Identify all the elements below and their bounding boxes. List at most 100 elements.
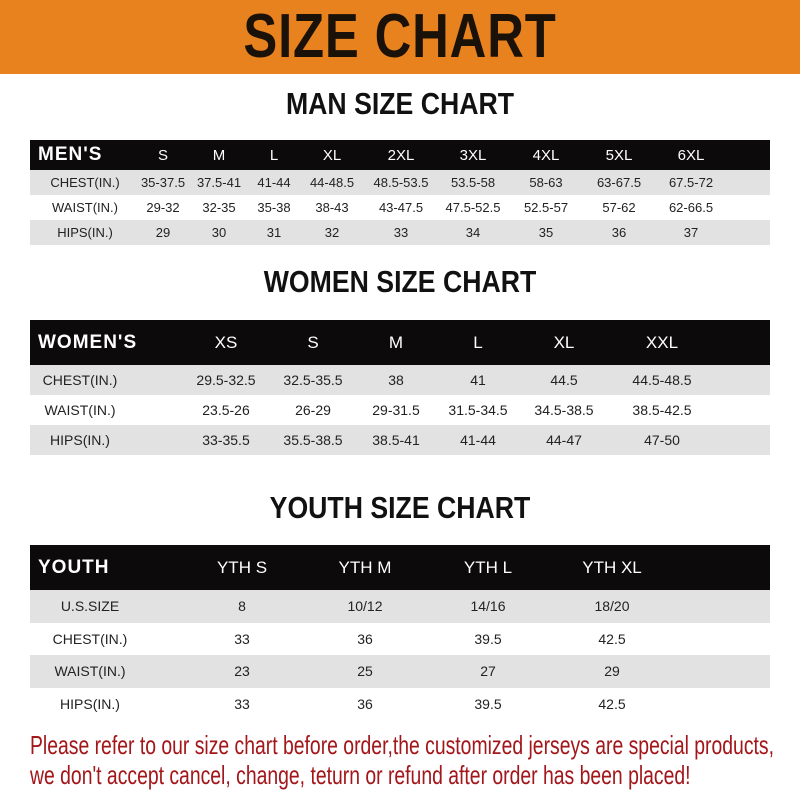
measurement-cell: 38.5-41 — [372, 432, 420, 448]
measurement-cell: 34 — [465, 225, 481, 240]
measurement-cell: 44.5 — [550, 372, 578, 388]
measurement-cell: 44-47 — [546, 432, 582, 448]
measurement-cell: 29.5-32.5 — [196, 372, 256, 388]
measurement-cell: 29-31.5 — [372, 402, 420, 418]
measurement-cell: 31.5-34.5 — [448, 402, 508, 418]
table-row: WAIST(IN.) 23.5-26 26-29 29-31.5 31.5-34.5 34… — [30, 395, 770, 425]
measurement-cell: 14/16 — [470, 598, 506, 615]
size-header-cell: 5XL — [605, 146, 633, 164]
notice-line-2: we don't accept cancel, change, teturn o… — [30, 760, 691, 790]
youth-size-table: YOUTH YTH S YTH M YTH L YTH XL U.S.SIZE 8 10/12… — [30, 545, 770, 720]
men-section-title: MAN SIZE CHART — [285, 86, 515, 121]
table-row: CHEST(IN.) 29.5-32.5 32.5-35.5 38 41 44.5 44.5… — [30, 365, 770, 395]
row-label: WAIST(IN.) — [52, 200, 118, 215]
measurement-cell: 33-35.5 — [202, 432, 250, 448]
measurement-cell: 34.5-38.5 — [534, 402, 594, 418]
size-chart-banner: SIZE CHART — [0, 0, 800, 74]
youth-section-title: YOUTH SIZE CHART — [269, 490, 531, 525]
table-header-row: WOMEN'S XS S M L XL XXL — [30, 320, 770, 365]
men-size-table: MEN'S S M L XL 2XL 3XL 4XL 5XL 6XL CHEST(IN.) 35-37… — [30, 140, 770, 245]
row-label: HIPS(IN.) — [60, 695, 120, 712]
size-header-cell: M — [212, 146, 226, 164]
measurement-cell: 52.5-57 — [523, 200, 569, 215]
measurement-cell: 39.5 — [474, 695, 502, 712]
size-header-cell: XS — [214, 332, 238, 352]
size-header-cell: L — [473, 332, 483, 352]
size-header-cell: 4XL — [532, 146, 560, 164]
table-title-cell: YOUTH — [38, 556, 110, 578]
measurement-cell: 36 — [357, 695, 373, 712]
table-row: HIPS(IN.) 29 30 31 32 33 34 35 36 37 — [30, 220, 770, 245]
size-header-cell: S — [307, 332, 319, 352]
measurement-cell: 23.5-26 — [202, 402, 250, 418]
size-header-cell: YTH XL — [582, 557, 642, 577]
page-title: SIZE CHART — [243, 2, 557, 71]
size-header-cell: XXL — [645, 332, 679, 352]
measurement-cell: 57-62 — [602, 200, 636, 215]
measurement-cell: 29-32 — [146, 200, 180, 215]
women-size-table: WOMEN'S XS S M L XL XXL CHEST(IN.) 29.5-32.5 32.5… — [30, 320, 770, 455]
table-title-cell: WOMEN'S — [38, 331, 138, 353]
measurement-cell: 48.5-53.5 — [373, 175, 429, 190]
size-header-cell: XL — [322, 146, 342, 164]
table-row: U.S.SIZE 8 10/12 14/16 18/20 — [30, 590, 770, 623]
measurement-cell: 32 — [324, 225, 340, 240]
table-title-cell: MEN'S — [38, 144, 103, 165]
size-header-cell: XL — [553, 332, 575, 352]
measurement-cell: 38.5-42.5 — [632, 402, 692, 418]
measurement-cell: 63-67.5 — [596, 175, 642, 190]
measurement-cell: 8 — [238, 598, 246, 615]
measurement-cell: 36 — [611, 225, 627, 240]
measurement-cell: 35-38 — [257, 200, 291, 215]
measurement-cell: 41 — [470, 372, 486, 388]
table-row: HIPS(IN.) 33 36 39.5 42.5 — [30, 687, 770, 720]
measurement-cell: 35-37.5 — [140, 175, 186, 190]
measurement-cell: 62-66.5 — [668, 200, 714, 215]
table-row: CHEST(IN.) 33 36 39.5 42.5 — [30, 622, 770, 655]
row-label: HIPS(IN.) — [57, 225, 113, 240]
measurement-cell: 32.5-35.5 — [283, 372, 343, 388]
measurement-cell: 33 — [234, 630, 250, 647]
measurement-cell: 33 — [234, 695, 250, 712]
measurement-cell: 18/20 — [594, 598, 630, 615]
measurement-cell: 42.5 — [598, 630, 626, 647]
measurement-cell: 39.5 — [474, 630, 502, 647]
row-label: HIPS(IN.) — [50, 432, 110, 448]
row-label: U.S.SIZE — [60, 598, 120, 615]
measurement-cell: 44-48.5 — [309, 175, 355, 190]
table-header-row: MEN'S S M L XL 2XL 3XL 4XL 5XL 6XL — [30, 140, 770, 170]
measurement-cell: 35.5-38.5 — [283, 432, 343, 448]
measurement-cell: 67.5-72 — [668, 175, 714, 190]
row-label: CHEST(IN.) — [42, 372, 118, 388]
measurement-cell: 26-29 — [295, 402, 331, 418]
size-header-cell: YTH L — [463, 557, 513, 577]
measurement-cell: 29 — [155, 225, 171, 240]
table-row: WAIST(IN.) 23 25 27 29 — [30, 655, 770, 688]
measurement-cell: 53.5-58 — [450, 175, 496, 190]
row-label: WAIST(IN.) — [44, 402, 116, 418]
measurement-cell: 38 — [388, 372, 404, 388]
measurement-cell: 29 — [604, 663, 620, 680]
table-row: WAIST(IN.) 29-32 32-35 35-38 38-43 43-47.5 47.… — [30, 195, 770, 220]
size-header-cell: S — [157, 146, 168, 164]
women-section-title: WOMEN SIZE CHART — [263, 264, 537, 299]
measurement-cell: 33 — [393, 225, 409, 240]
row-label: CHEST(IN.) — [50, 175, 120, 190]
measurement-cell: 37.5-41 — [196, 175, 242, 190]
size-header-cell: L — [269, 146, 279, 164]
measurement-cell: 36 — [357, 630, 373, 647]
measurement-cell: 25 — [357, 663, 373, 680]
measurement-cell: 47-50 — [644, 432, 680, 448]
measurement-cell: 58-63 — [529, 175, 563, 190]
measurement-cell: 42.5 — [598, 695, 626, 712]
notice-line-1: Please refer to our size chart before or… — [30, 730, 774, 760]
measurement-cell: 41-44 — [257, 175, 291, 190]
size-header-cell: YTH S — [216, 557, 268, 577]
measurement-cell: 43-47.5 — [378, 200, 424, 215]
size-header-cell: YTH M — [338, 557, 392, 577]
measurement-cell: 10/12 — [347, 598, 383, 615]
measurement-cell: 31 — [266, 225, 282, 240]
measurement-cell: 38-43 — [315, 200, 349, 215]
measurement-cell: 41-44 — [460, 432, 496, 448]
table-row: HIPS(IN.) 33-35.5 35.5-38.5 38.5-41 41-44 44-… — [30, 425, 770, 455]
